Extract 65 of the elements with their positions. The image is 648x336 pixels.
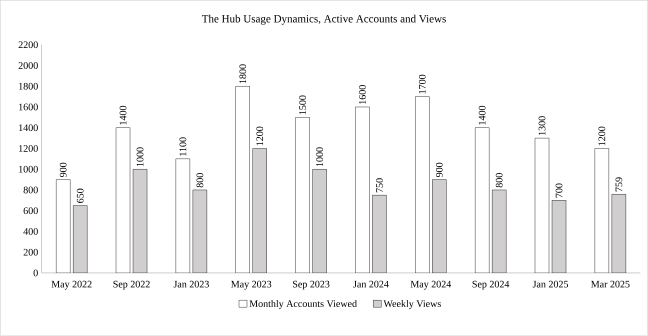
bar — [415, 96, 430, 274]
x-tick-label: May 2022 — [52, 280, 92, 290]
x-tick-label: Jan 2024 — [353, 280, 389, 288]
bar — [56, 180, 70, 274]
y-tick-label: 600 — [24, 207, 38, 214]
bar — [192, 190, 208, 274]
bar — [594, 148, 610, 274]
data-label: 1200 — [256, 126, 264, 146]
bar — [355, 106, 370, 274]
data-label: 1600 — [359, 85, 366, 104]
y-tick-label: 2200 — [18, 42, 38, 48]
x-tick-label: Mar 2025 — [591, 280, 630, 288]
bar — [474, 128, 490, 274]
bar — [312, 169, 327, 274]
y-tick-label: 1000 — [19, 166, 38, 173]
x-tick-label: May 2023 — [231, 280, 272, 290]
x-tick-label: May 2024 — [410, 280, 452, 290]
data-label: 650 — [76, 188, 84, 204]
x-tick-label: Jan 2023 — [174, 280, 209, 288]
y-tick-label: 800 — [24, 186, 38, 194]
data-label: 1200 — [598, 126, 606, 146]
y-tick-label: 400 — [23, 228, 38, 235]
y-tick-label: 200 — [24, 248, 38, 256]
y-tick-label: 1200 — [19, 145, 38, 152]
data-label: 900 — [436, 162, 443, 178]
bar — [492, 190, 506, 274]
data-label: 1500 — [299, 96, 306, 114]
data-label: 800 — [196, 173, 204, 188]
bar — [236, 86, 250, 274]
data-label: 759 — [616, 178, 622, 192]
data-label: 1800 — [239, 64, 246, 84]
bar — [534, 138, 550, 274]
bar — [116, 128, 130, 274]
data-label: 900 — [60, 162, 67, 178]
y-tick-label: 1800 — [19, 82, 38, 90]
chart-title: The Hub Usage Dynamics, Active Accounts and Views — [202, 14, 446, 25]
x-tick-label: Sep 2023 — [293, 280, 330, 290]
y-tick-label: 2000 — [18, 62, 38, 69]
data-label: 700 — [556, 184, 562, 198]
x-tick-label: Jan 2025 — [532, 280, 568, 288]
x-tick-label: Sep 2022 — [113, 280, 150, 290]
bar — [72, 205, 88, 274]
y-tick-label: 0 — [34, 270, 38, 276]
data-label: 1700 — [418, 74, 426, 94]
data-label: 750 — [376, 178, 383, 192]
bar — [612, 194, 626, 274]
data-label: 1100 — [180, 138, 186, 156]
bar — [176, 158, 190, 274]
legend-label: Monthly Accounts Viewed — [249, 300, 357, 310]
bar — [552, 200, 566, 274]
bar — [252, 148, 267, 274]
data-label: 1000 — [316, 148, 323, 166]
y-tick-label: 1400 — [19, 124, 38, 132]
y-tick-label: 1600 — [19, 104, 38, 110]
data-label: 1400 — [478, 106, 486, 125]
bar — [295, 117, 310, 274]
data-label: 1000 — [136, 148, 144, 166]
legend-label: Weekly Views — [383, 300, 441, 310]
data-label: 1300 — [538, 116, 546, 136]
bar — [372, 195, 387, 274]
data-label: 800 — [496, 173, 503, 188]
x-tick-label: Sep 2024 — [472, 280, 510, 290]
bar — [432, 180, 447, 274]
data-label: 1400 — [120, 106, 126, 125]
bar — [132, 169, 148, 274]
